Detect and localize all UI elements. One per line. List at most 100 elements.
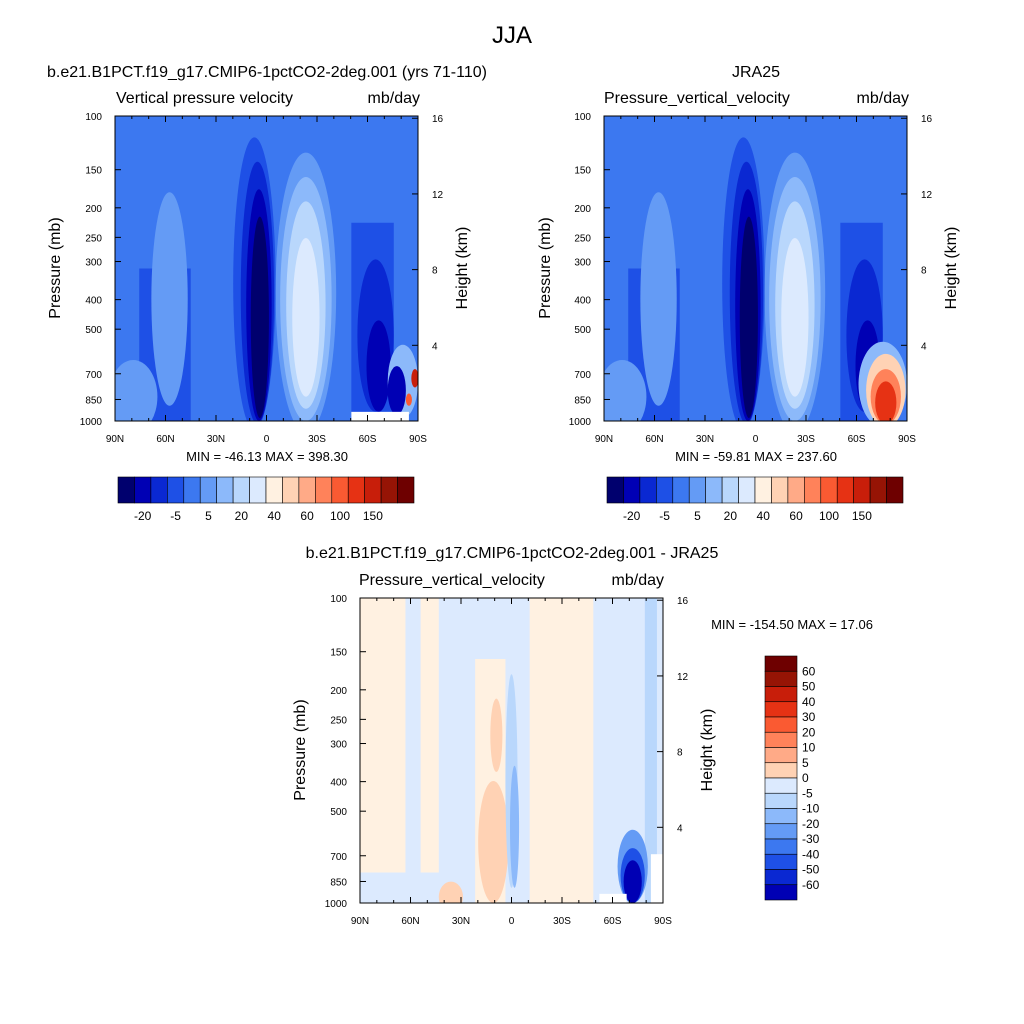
- y-right-tick-label: 12: [432, 190, 444, 201]
- colorbar-label: 100: [330, 509, 350, 523]
- panel-title: b.e21.B1PCT.f19_g17.CMIP6-1pctCO2-2deg.0…: [306, 545, 719, 562]
- contour-region: [405, 393, 412, 406]
- colorbar-swatch: [764, 884, 798, 901]
- y-tick-label: 850: [330, 877, 347, 888]
- x-tick-label: 30N: [696, 434, 714, 445]
- colorbar-label: 60: [789, 509, 803, 523]
- x-tick-label: 0: [753, 434, 759, 445]
- colorbar-swatch: [764, 853, 798, 870]
- colorbar-label: 5: [694, 509, 701, 523]
- y-tick-label: 300: [574, 258, 591, 269]
- colorbar-swatch: [820, 476, 838, 504]
- colorbar-label: -30: [802, 832, 820, 846]
- colorbar-swatch: [150, 476, 168, 504]
- colorbar-label: 60: [802, 664, 816, 678]
- y-axis-right-label: Height (km): [943, 227, 960, 310]
- y-right-tick-label: 16: [921, 114, 933, 125]
- y-tick-label: 850: [574, 395, 591, 406]
- colorbar-label: 150: [363, 509, 383, 523]
- colorbar-label: -20: [623, 509, 641, 523]
- stats-label: MIN = -154.50 MAX = 17.06: [711, 617, 873, 632]
- y-tick-label: 1000: [80, 417, 103, 428]
- variable-label: Pressure_vertical_velocity: [359, 572, 545, 589]
- panel-title: JRA25: [732, 64, 780, 81]
- x-tick-label: 30N: [207, 434, 225, 445]
- contour-region: [250, 216, 269, 418]
- colorbar-label: -50: [802, 863, 820, 877]
- colorbar-swatch: [705, 476, 723, 504]
- y-right-tick-label: 12: [677, 672, 689, 683]
- y-tick-label: 850: [85, 395, 102, 406]
- contour-field: [360, 598, 663, 903]
- colorbar-label: -10: [802, 802, 820, 816]
- colorbar: -20 -5 5 20 40 60 100 150: [117, 476, 415, 523]
- colorbar-swatch: [764, 655, 798, 672]
- panel-jra25: JRA25 Pressure_vertical_velocity mb/day …: [537, 64, 960, 523]
- colorbar-label: 100: [819, 509, 839, 523]
- y-tick-label: 400: [574, 296, 591, 307]
- contour-region: [781, 237, 809, 397]
- colorbar-swatch: [380, 476, 398, 504]
- x-tick-label: 60N: [401, 916, 419, 927]
- x-tick-label: 90S: [409, 434, 427, 445]
- colorbar-label: -5: [170, 509, 181, 523]
- contour-region: [623, 860, 642, 903]
- y-tick-label: 150: [85, 166, 102, 177]
- contour-region: [360, 598, 406, 873]
- y-tick-label: 250: [574, 233, 591, 244]
- y-tick-label: 300: [85, 258, 102, 269]
- colorbar-label: 0: [802, 771, 809, 785]
- y-axis-right-label: Height (km): [454, 227, 471, 310]
- y-tick-label: 250: [330, 715, 347, 726]
- contour-region: [411, 369, 418, 388]
- colorbar-swatch: [249, 476, 267, 504]
- y-right-tick-label: 8: [677, 748, 683, 759]
- colorbar-swatch: [764, 762, 798, 779]
- x-tick-label: 90N: [595, 434, 613, 445]
- variable-label: Pressure_vertical_velocity: [604, 90, 790, 107]
- colorbar-label: 60: [300, 509, 314, 523]
- units-label: mb/day: [612, 572, 664, 589]
- x-tick-label: 30S: [308, 434, 326, 445]
- contour-region: [739, 216, 758, 418]
- y-tick-label: 1000: [569, 417, 592, 428]
- x-tick-label: 90N: [106, 434, 124, 445]
- y-tick-label: 100: [85, 112, 102, 123]
- colorbar-label: 40: [802, 695, 816, 709]
- colorbar-swatch: [639, 476, 657, 504]
- y-tick-label: 100: [330, 594, 347, 605]
- colorbar-label: -60: [802, 878, 820, 892]
- x-tick-label: 30N: [452, 916, 470, 927]
- colorbar-swatch: [688, 476, 706, 504]
- colorbar-swatch: [117, 476, 135, 504]
- stats-label: MIN = -46.13 MAX = 398.30: [186, 449, 348, 464]
- y-tick-label: 200: [574, 204, 591, 215]
- missing-region: [650, 854, 663, 903]
- colorbar-swatch: [656, 476, 674, 504]
- contour-region: [151, 192, 188, 406]
- variable-label: Vertical pressure velocity: [116, 90, 293, 107]
- colorbar-swatch: [216, 476, 234, 504]
- colorbar-label: 5: [802, 756, 809, 770]
- colorbar-swatch: [265, 476, 283, 504]
- colorbar-label: 40: [268, 509, 282, 523]
- plot-area: 90N 60N 30N 0 30S 60S 90S 100 150 200 250 300 400 500…: [325, 594, 689, 927]
- colorbar-swatch: [886, 476, 904, 504]
- x-tick-label: 60S: [359, 434, 377, 445]
- y-tick-label: 700: [574, 370, 591, 381]
- colorbar-swatch: [764, 792, 798, 809]
- x-tick-label: 0: [264, 434, 270, 445]
- colorbar-swatch: [764, 808, 798, 825]
- colorbar-swatch: [836, 476, 854, 504]
- colorbar-swatch: [764, 701, 798, 718]
- x-tick-label: 90S: [654, 916, 672, 927]
- colorbar-swatch: [764, 747, 798, 764]
- x-tick-label: 90N: [351, 916, 369, 927]
- y-tick-label: 150: [330, 648, 347, 659]
- colorbar-swatch: [869, 476, 887, 504]
- colorbar-swatch: [331, 476, 349, 504]
- plot-area: 90N 60N 30N 0 30S 60S 90S 100 150 200 250 300 400 500…: [569, 112, 933, 445]
- colorbar-swatch: [282, 476, 300, 504]
- page-title: JJA: [492, 22, 532, 49]
